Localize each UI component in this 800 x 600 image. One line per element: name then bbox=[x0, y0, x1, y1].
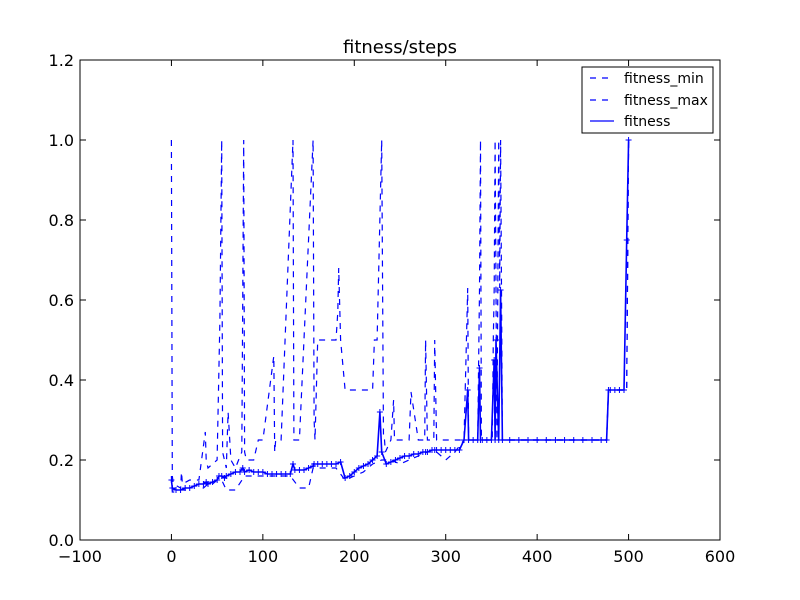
data-point-fitness bbox=[186, 485, 193, 491]
data-point-fitness bbox=[589, 437, 595, 443]
data-point-fitness bbox=[301, 467, 307, 473]
legend: fitness_min fitness_max fitness bbox=[581, 66, 714, 134]
data-point-fitness bbox=[337, 459, 344, 465]
data-point-fitness bbox=[239, 465, 246, 471]
series-layer bbox=[168, 137, 632, 493]
y-tick-label: 0.4 bbox=[49, 371, 74, 390]
series-line-fitness-max bbox=[170, 139, 630, 489]
data-point-fitness bbox=[290, 461, 297, 467]
data-point-fitness bbox=[169, 485, 176, 491]
data-point-fitness bbox=[506, 437, 513, 443]
data-point-fitness bbox=[415, 451, 422, 457]
data-point-fitness bbox=[214, 477, 221, 483]
y-tick-label: 0.8 bbox=[49, 211, 74, 230]
data-point-fitness bbox=[499, 437, 506, 443]
data-point-fitness bbox=[476, 365, 483, 371]
data-point-fitness bbox=[570, 437, 577, 443]
data-point-fitness bbox=[387, 459, 394, 465]
data-point-fitness bbox=[603, 437, 610, 443]
data-point-fitness bbox=[598, 437, 605, 443]
legend-label-fitness-min: fitness_min bbox=[624, 71, 704, 87]
data-point-fitness bbox=[625, 137, 632, 143]
data-point-fitness bbox=[241, 469, 248, 475]
x-tick-label: 500 bbox=[613, 547, 644, 566]
x-tick-label: −100 bbox=[58, 547, 102, 566]
y-tick-label: 1.0 bbox=[49, 131, 74, 150]
data-point-fitness bbox=[579, 437, 586, 443]
data-point-fitness bbox=[406, 453, 413, 459]
data-point-fitness bbox=[515, 437, 522, 443]
data-point-fitness bbox=[246, 467, 253, 473]
data-point-fitness bbox=[376, 409, 383, 415]
data-point-fitness bbox=[227, 471, 234, 477]
data-point-fitness bbox=[392, 457, 399, 463]
x-tick-label: 200 bbox=[339, 547, 370, 566]
legend-label-fitness-max: fitness_max bbox=[624, 93, 708, 109]
data-point-fitness bbox=[543, 437, 550, 443]
data-point-fitness bbox=[456, 447, 463, 453]
data-point-fitness bbox=[623, 237, 630, 243]
data-point-fitness bbox=[497, 287, 504, 293]
y-tick-label: 1.2 bbox=[49, 51, 74, 70]
data-point-fitness bbox=[333, 461, 339, 467]
y-axis: 0.0 0.2 0.4 0.6 0.8 1.0 1.2 bbox=[49, 51, 720, 550]
data-point-fitness bbox=[397, 455, 403, 461]
data-point-fitness bbox=[621, 387, 627, 393]
x-tick-label: 0 bbox=[166, 547, 176, 566]
data-point-fitness bbox=[369, 457, 376, 463]
x-tick-label: 100 bbox=[248, 547, 279, 566]
data-point-fitness bbox=[383, 461, 390, 467]
data-point-fitness bbox=[360, 463, 367, 469]
x-tick-label: 600 bbox=[705, 547, 736, 566]
y-tick-label: 0.0 bbox=[49, 531, 74, 550]
data-point-fitness bbox=[342, 475, 349, 481]
data-point-fitness bbox=[464, 387, 471, 393]
data-point-fitness bbox=[424, 449, 431, 455]
data-point-fitness bbox=[493, 337, 499, 343]
data-point-fitness bbox=[168, 477, 175, 483]
data-point-fitness bbox=[346, 473, 353, 479]
data-point-fitness bbox=[351, 469, 358, 475]
data-point-fitness bbox=[374, 453, 381, 459]
data-point-fitness bbox=[191, 483, 198, 489]
data-point-fitness bbox=[534, 437, 541, 443]
data-point-fitness bbox=[223, 473, 230, 479]
data-point-fitness bbox=[525, 437, 531, 443]
data-point-fitness bbox=[355, 465, 362, 471]
legend-label-fitness: fitness bbox=[624, 114, 670, 130]
data-point-fitness bbox=[177, 487, 184, 493]
data-point-fitness bbox=[305, 465, 312, 471]
y-tick-label: 0.6 bbox=[49, 291, 74, 310]
x-tick-label: 400 bbox=[522, 547, 553, 566]
chart-title: fitness/steps bbox=[343, 37, 457, 58]
data-point-fitness bbox=[561, 437, 568, 443]
x-tick-label: 300 bbox=[430, 547, 461, 566]
data-point-fitness bbox=[378, 449, 385, 455]
data-point-fitness bbox=[365, 461, 371, 467]
y-tick-label: 0.2 bbox=[49, 451, 74, 470]
x-axis: −100 0 100 200 300 400 500 600 bbox=[58, 60, 735, 566]
data-point-fitness bbox=[205, 481, 211, 487]
data-point-fitness bbox=[259, 469, 266, 475]
data-point-fitness bbox=[552, 437, 559, 443]
data-point-fitness bbox=[287, 471, 294, 477]
data-point-fitness bbox=[209, 479, 216, 485]
data-point-fitness bbox=[491, 357, 498, 363]
